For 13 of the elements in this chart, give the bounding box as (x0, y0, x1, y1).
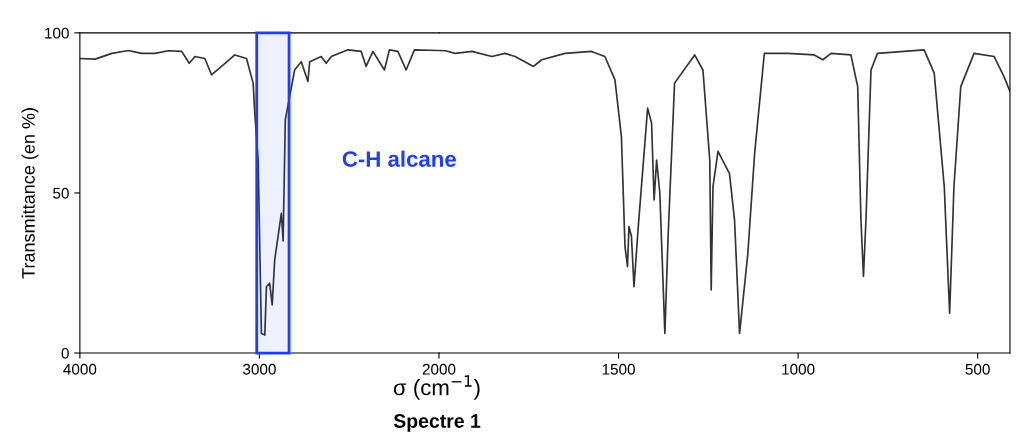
y-tick-label: 50 (53, 187, 69, 199)
y-axis-title: Transmittance (en %) (21, 108, 39, 279)
text: Spectre 1 (393, 414, 481, 432)
x-tick-label: 3000 (243, 363, 276, 375)
x-tick-label: 1000 (782, 363, 815, 375)
x-axis-title: σ (cm$^{−1}$) (393, 375, 480, 400)
y-tick-label: 0 (61, 347, 69, 359)
band-label: C-H alcane (342, 150, 456, 167)
x-tick-label: 4000 (63, 363, 97, 375)
y-tick-label: 100 (45, 27, 69, 39)
x-tick-label: 500 (965, 363, 990, 375)
x-tick-label: 2000 (422, 363, 456, 375)
x-tick-label: 1500 (602, 363, 635, 375)
